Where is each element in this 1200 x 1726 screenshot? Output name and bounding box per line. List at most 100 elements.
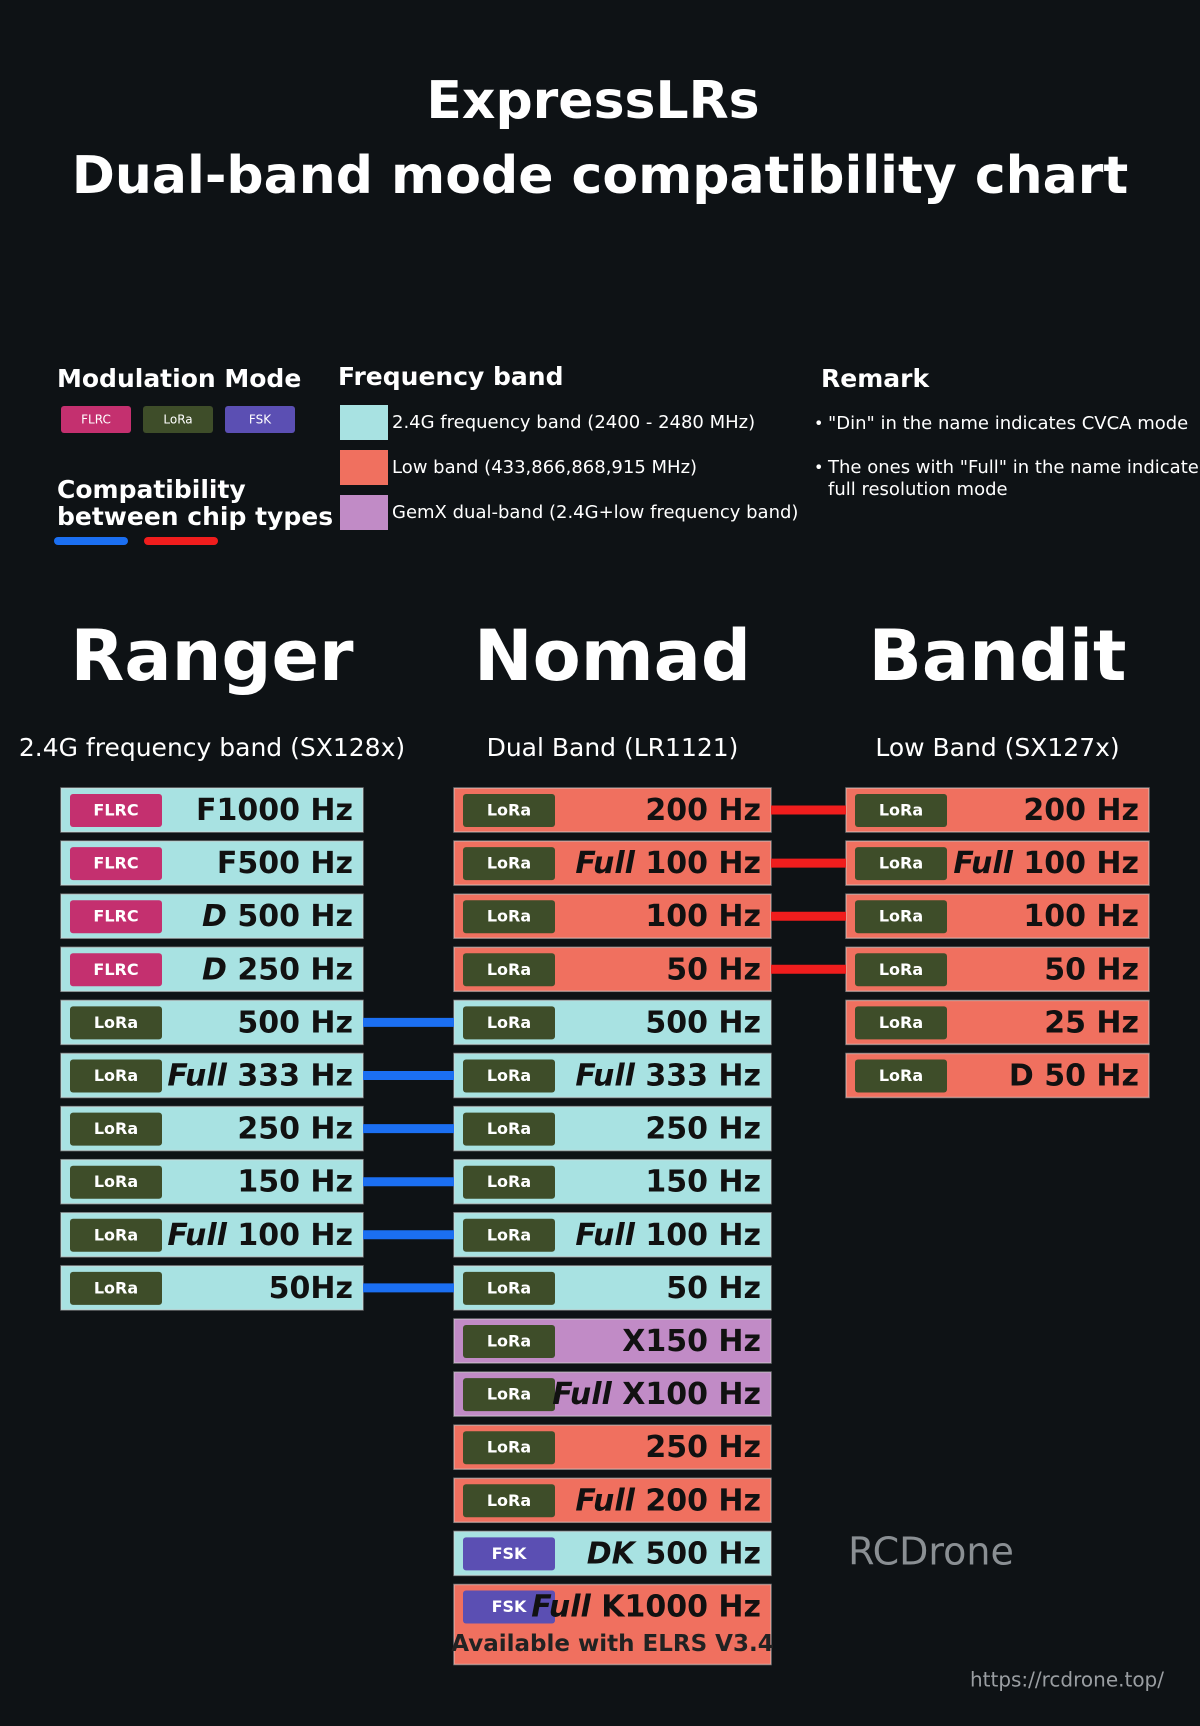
rate-value: 200 Hz — [1023, 793, 1139, 828]
rate-label: X150 Hz — [622, 1324, 761, 1359]
mod-badge-label: LoRa — [879, 1066, 923, 1085]
rate-value: 250 Hz — [237, 952, 353, 987]
rate-prefix: Full — [167, 1217, 227, 1252]
mod-badge-label: LoRa — [487, 1278, 531, 1297]
rate-value: 200 Hz — [645, 1483, 761, 1518]
mod-badge — [70, 953, 162, 987]
rate-label: 100 Hz — [645, 899, 761, 934]
mod-badge — [855, 847, 947, 881]
band-label: 2.4G frequency band (2400 - 2480 MHz) — [392, 412, 755, 433]
mod-badge-label: FSK — [492, 1597, 527, 1616]
column-title: Bandit — [869, 615, 1127, 697]
rate-label: Full 100 Hz — [575, 1217, 761, 1252]
rate-label: Full 333 Hz — [575, 1058, 761, 1093]
rate-label: Full 200 Hz — [575, 1483, 761, 1518]
rate-label: Full K1000 Hz — [531, 1589, 761, 1624]
mod-badge — [143, 406, 213, 433]
mod-badge-label: LoRa — [94, 1066, 138, 1085]
title: Dual-band mode compatibility chart — [72, 146, 1129, 206]
mod-badge — [70, 1271, 162, 1305]
mod-badge — [463, 953, 555, 987]
mod-badge-label: LoRa — [487, 1332, 531, 1351]
rate-label: Full X100 Hz — [552, 1377, 761, 1412]
column-title: Ranger — [70, 615, 354, 697]
rate-prefix: D — [202, 899, 227, 934]
mod-badge-label: LoRa — [487, 1119, 531, 1138]
rate-value: 500 Hz — [237, 899, 353, 934]
rate-label: 250 Hz — [237, 1111, 353, 1146]
mod-badge-label: LoRa — [487, 1172, 531, 1191]
rate-value: 100 Hz — [645, 1217, 761, 1252]
rate-label: D 500 Hz — [202, 899, 353, 934]
mod-badge-label: LoRa — [487, 907, 531, 926]
column-subtitle: Low Band (SX127x) — [875, 733, 1119, 762]
mod-badge-label: LoRa — [879, 960, 923, 979]
mod-badge — [70, 847, 162, 881]
rate-label: 500 Hz — [645, 1005, 761, 1040]
rate-label: 150 Hz — [645, 1164, 761, 1199]
mod-badge-label: LoRa — [487, 801, 531, 820]
mod-badge — [463, 1112, 555, 1146]
rate-label: F500 Hz — [217, 846, 353, 881]
rate-label: 200 Hz — [1023, 793, 1139, 828]
mod-badge — [463, 1590, 555, 1624]
mod-badge — [463, 1378, 555, 1412]
mod-badge-label: LoRa — [94, 1278, 138, 1297]
band-label: Low band (433,866,868,915 MHz) — [392, 457, 697, 478]
rate-value: 200 Hz — [645, 793, 761, 828]
rate-value: 333 Hz — [237, 1058, 353, 1093]
title: ExpressLRs — [426, 71, 759, 131]
rate-prefix: D — [202, 952, 227, 987]
rate-prefix: Full — [552, 1377, 612, 1412]
rate-value: 50 Hz — [666, 952, 761, 987]
rate-value: 500 Hz — [645, 1005, 761, 1040]
mod-badge-label: LoRa — [487, 1385, 531, 1404]
rate-label: 50 Hz — [666, 1270, 761, 1305]
mod-badge-label: FLRC — [93, 854, 138, 873]
mod-badge — [463, 847, 555, 881]
bullet: • — [814, 414, 823, 433]
mod-badge — [463, 1218, 555, 1252]
mod-badge-label: LoRa — [94, 1225, 138, 1244]
rate-value: 250 Hz — [237, 1111, 353, 1146]
mod-badge — [855, 1006, 947, 1040]
mod-badge — [463, 1431, 555, 1465]
rate-prefix: Full — [953, 846, 1013, 881]
mod-badge-label: LoRa — [487, 1066, 531, 1085]
rate-value: 100 Hz — [645, 899, 761, 934]
rate-label: 25 Hz — [1044, 1005, 1139, 1040]
legend-title: Frequency band — [338, 362, 564, 391]
rate-label: Full 100 Hz — [953, 846, 1139, 881]
mod-badge — [463, 1325, 555, 1358]
mod-badge — [463, 1271, 555, 1305]
legend-title: Compatibility — [57, 475, 246, 504]
mod-badge — [463, 1059, 555, 1093]
rate-label: D 250 Hz — [202, 952, 353, 987]
rate-value: 150 Hz — [645, 1164, 761, 1199]
rate-value: K1000 Hz — [601, 1589, 761, 1624]
band-swatch — [340, 495, 388, 530]
rate-value: 150 Hz — [237, 1164, 353, 1199]
mod-badge — [855, 953, 947, 987]
band-label: GemX dual-band (2.4G+low frequency band) — [392, 502, 798, 523]
mod-badge — [70, 900, 162, 934]
remark: "Din" in the name indicates CVCA mode — [828, 413, 1188, 434]
bullet: • — [814, 458, 823, 477]
rate-label: 250 Hz — [645, 1430, 761, 1465]
mod-badge — [463, 1006, 555, 1040]
rate-label: 50 Hz — [1044, 952, 1139, 987]
rate-value: 25 Hz — [1044, 1005, 1139, 1040]
band-swatch — [340, 405, 388, 440]
legend-title: Modulation Mode — [57, 364, 301, 393]
rate-value: 100 Hz — [237, 1217, 353, 1252]
column-title: Nomad — [474, 615, 751, 697]
rate-value: 333 Hz — [645, 1058, 761, 1093]
rate-value: F1000 Hz — [196, 793, 353, 828]
legend-title: Remark — [821, 364, 930, 393]
rate-label: 50Hz — [269, 1270, 353, 1305]
mod-badge-label: LoRa — [879, 1013, 923, 1032]
mod-badge-label: FLRC — [93, 960, 138, 979]
mod-badge — [61, 406, 131, 433]
mod-badge — [70, 1059, 162, 1093]
